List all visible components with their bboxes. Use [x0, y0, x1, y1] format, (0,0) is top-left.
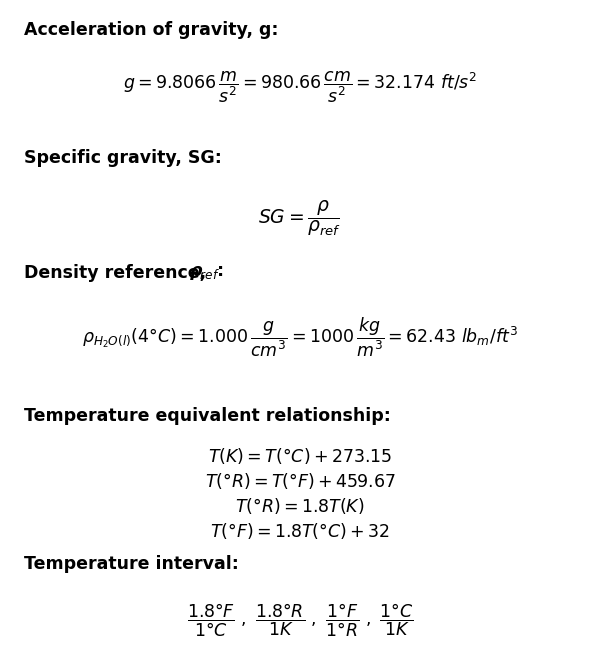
- Text: $T(°R) = 1.8T(K)$: $T(°R) = 1.8T(K)$: [235, 496, 365, 516]
- Text: $\rho_{H_2O(l)}(4°C) = 1.000\,\dfrac{g}{cm^3} = 1000\,\dfrac{kg}{m^3} = 62.43\ l: $\rho_{H_2O(l)}(4°C) = 1.000\,\dfrac{g}{…: [82, 315, 518, 359]
- Text: Density reference,: Density reference,: [24, 264, 212, 282]
- Text: Temperature equivalent relationship:: Temperature equivalent relationship:: [24, 407, 391, 424]
- Text: $\boldsymbol{\rho}_{\!\mathit{ref}}$:: $\boldsymbol{\rho}_{\!\mathit{ref}}$:: [189, 264, 224, 282]
- Text: $T(°F) = 1.8T(°C) + 32$: $T(°F) = 1.8T(°C) + 32$: [210, 521, 390, 541]
- Text: Specific gravity, SG:: Specific gravity, SG:: [24, 149, 222, 167]
- Text: Temperature interval:: Temperature interval:: [24, 555, 239, 573]
- Text: Acceleration of gravity, g:: Acceleration of gravity, g:: [24, 21, 278, 39]
- Text: $\dfrac{1.8°F}{1°C}\ ,\ \dfrac{1.8°R}{1K}\ ,\ \dfrac{1°F}{1°R}\ ,\ \dfrac{1°C}{1: $\dfrac{1.8°F}{1°C}\ ,\ \dfrac{1.8°R}{1K…: [187, 602, 413, 639]
- Text: $T(K) = T(°C) + 273.15$: $T(K) = T(°C) + 273.15$: [208, 446, 392, 465]
- Text: $SG = \dfrac{\rho}{\rho_{ref}}$: $SG = \dfrac{\rho}{\rho_{ref}}$: [259, 198, 341, 238]
- Text: $g = 9.8066\,\dfrac{m}{s^2} = 980.66\,\dfrac{cm}{s^2} = 32.174\ ft/s^2$: $g = 9.8066\,\dfrac{m}{s^2} = 980.66\,\d…: [123, 69, 477, 105]
- Text: $T(°R) = T(°F) + 459.67$: $T(°R) = T(°F) + 459.67$: [205, 471, 395, 490]
